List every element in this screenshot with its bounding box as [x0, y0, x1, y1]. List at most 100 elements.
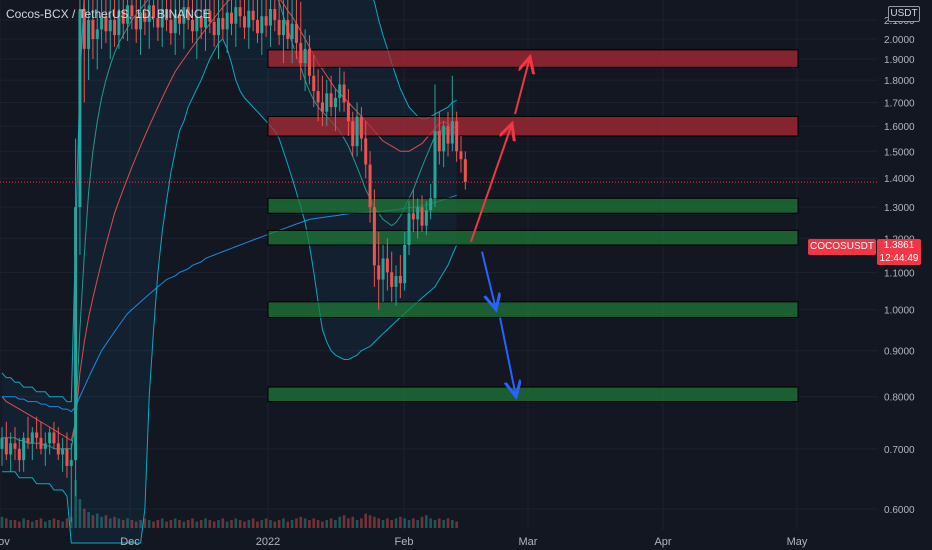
- support-zone[interactable]: [267, 197, 799, 214]
- candle[interactable]: [450, 121, 454, 144]
- candle[interactable]: [0, 437, 4, 449]
- candle[interactable]: [385, 258, 389, 273]
- candle[interactable]: [26, 437, 30, 444]
- candle[interactable]: [165, 8, 169, 20]
- candle[interactable]: [35, 432, 39, 438]
- candle[interactable]: [377, 265, 381, 280]
- candle[interactable]: [333, 97, 337, 108]
- candle[interactable]: [381, 258, 385, 280]
- candle[interactable]: [303, 48, 307, 64]
- candle[interactable]: [160, 8, 164, 28]
- candle[interactable]: [420, 207, 424, 226]
- candle[interactable]: [113, 19, 117, 36]
- candle[interactable]: [338, 84, 342, 98]
- bullish-arrow[interactable]: [470, 124, 512, 243]
- candle[interactable]: [4, 437, 8, 455]
- candle[interactable]: [56, 443, 60, 455]
- candle[interactable]: [442, 126, 446, 152]
- candle[interactable]: [273, 8, 277, 20]
- candle[interactable]: [204, 10, 208, 28]
- candle[interactable]: [13, 443, 17, 449]
- candle[interactable]: [39, 437, 43, 449]
- candle[interactable]: [312, 75, 316, 92]
- candle[interactable]: [100, 16, 104, 30]
- unit-label[interactable]: USDT: [888, 6, 920, 22]
- candle[interactable]: [403, 244, 407, 284]
- candle[interactable]: [78, 10, 82, 208]
- candle[interactable]: [178, 14, 182, 24]
- candle[interactable]: [238, 7, 242, 17]
- candle[interactable]: [368, 164, 372, 208]
- candle[interactable]: [364, 138, 368, 165]
- candle[interactable]: [247, 10, 251, 28]
- candle[interactable]: [372, 207, 376, 266]
- candle[interactable]: [299, 42, 303, 64]
- candle[interactable]: [30, 432, 34, 444]
- candle[interactable]: [182, 7, 186, 24]
- candle[interactable]: [95, 29, 99, 39]
- candle[interactable]: [390, 272, 394, 287]
- candle[interactable]: [221, 18, 225, 30]
- candle[interactable]: [17, 448, 21, 461]
- candle[interactable]: [264, 16, 268, 26]
- candle[interactable]: [139, 12, 143, 30]
- candle[interactable]: [459, 151, 463, 160]
- projection-arrows[interactable]: [470, 57, 530, 397]
- candle[interactable]: [52, 432, 56, 444]
- candle[interactable]: [117, 10, 121, 36]
- candle[interactable]: [61, 448, 65, 455]
- time-axis[interactable]: Nov Dec 2022 Feb Mar Apr May: [0, 536, 808, 548]
- candle[interactable]: [48, 432, 52, 444]
- candle[interactable]: [134, 16, 138, 30]
- candle[interactable]: [126, 5, 130, 24]
- candle[interactable]: [351, 121, 355, 147]
- candle[interactable]: [268, 8, 272, 26]
- support-zone[interactable]: [267, 301, 799, 318]
- candle[interactable]: [229, 12, 233, 24]
- candle[interactable]: [186, 7, 190, 20]
- candles[interactable]: [0, 0, 878, 523]
- candle[interactable]: [242, 16, 246, 28]
- candle[interactable]: [22, 437, 26, 461]
- candle[interactable]: [217, 18, 220, 36]
- symbol-title[interactable]: Cocos-BCX / TetherUS, 1D, BINANCE: [6, 7, 211, 21]
- candle[interactable]: [195, 16, 199, 32]
- candle[interactable]: [255, 19, 259, 34]
- candle[interactable]: [290, 23, 294, 39]
- candle[interactable]: [169, 19, 173, 34]
- candle[interactable]: [416, 207, 420, 220]
- candle[interactable]: [320, 102, 324, 112]
- candle[interactable]: [69, 460, 73, 466]
- candle[interactable]: [156, 18, 160, 28]
- candle[interactable]: [307, 48, 311, 76]
- candle[interactable]: [108, 19, 112, 32]
- candle[interactable]: [121, 10, 125, 24]
- candle[interactable]: [329, 93, 333, 108]
- candle[interactable]: [407, 213, 411, 245]
- resistance-zone[interactable]: [267, 49, 799, 68]
- candle[interactable]: [191, 19, 195, 32]
- candle[interactable]: [437, 131, 441, 152]
- candle[interactable]: [143, 12, 147, 22]
- candle[interactable]: [260, 16, 264, 34]
- support-zone[interactable]: [267, 229, 799, 246]
- candle[interactable]: [208, 10, 212, 22]
- candle[interactable]: [87, 19, 91, 49]
- bearish-arrow[interactable]: [481, 251, 496, 310]
- candle[interactable]: [234, 7, 238, 24]
- candle[interactable]: [147, 5, 151, 22]
- candle[interactable]: [455, 121, 459, 152]
- resistance-zone[interactable]: [267, 115, 799, 137]
- candle[interactable]: [74, 207, 78, 461]
- candle[interactable]: [43, 443, 47, 449]
- candle[interactable]: [251, 10, 255, 20]
- candle[interactable]: [199, 16, 203, 28]
- candle[interactable]: [212, 21, 216, 36]
- candle[interactable]: [294, 23, 298, 43]
- bearish-arrow[interactable]: [499, 317, 516, 396]
- candle[interactable]: [104, 16, 108, 32]
- candle[interactable]: [359, 116, 363, 139]
- candle[interactable]: [325, 93, 329, 112]
- candle[interactable]: [277, 19, 281, 36]
